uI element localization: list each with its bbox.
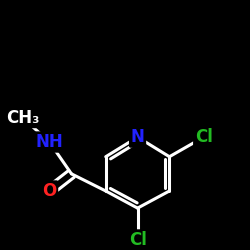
Text: CH₃: CH₃ xyxy=(6,108,39,126)
Text: Cl: Cl xyxy=(129,231,146,249)
Text: CH₃: CH₃ xyxy=(6,108,39,126)
Text: Cl: Cl xyxy=(195,128,212,146)
Text: Cl: Cl xyxy=(129,231,146,249)
Text: O: O xyxy=(42,182,56,200)
Text: N: N xyxy=(131,128,144,146)
Text: O: O xyxy=(42,182,56,200)
Text: NH: NH xyxy=(36,133,63,151)
Text: Cl: Cl xyxy=(195,128,212,146)
Text: NH: NH xyxy=(36,133,63,151)
Text: N: N xyxy=(131,128,144,146)
